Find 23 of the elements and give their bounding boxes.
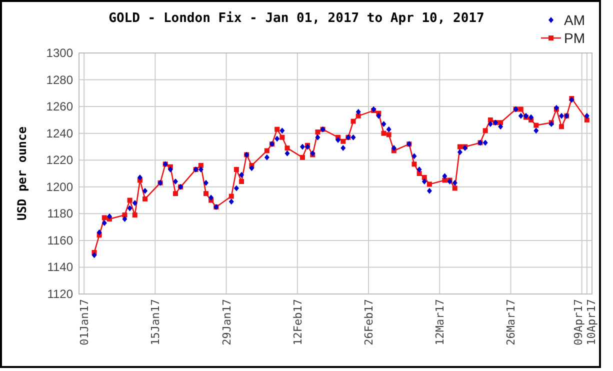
x-tick-label: 10Apr17 [584, 299, 598, 346]
x-tick-label: 12Mar17 [434, 299, 447, 346]
legend-label: AM [564, 12, 585, 28]
y-tick-label: 1160 [47, 233, 74, 248]
legend-label: PM [564, 30, 585, 46]
x-tick-label: 01Jan17 [78, 299, 92, 346]
x-tick-label: 09Apr17 [572, 299, 585, 346]
y-tick-label: 1200 [46, 180, 74, 194]
y-tick-label: 1240 [46, 126, 74, 140]
x-tick-label: 15Jan17 [149, 299, 162, 346]
x-tick-label: 29Jan17 [220, 299, 234, 346]
y-tick-label: 1260 [46, 100, 74, 114]
x-tick-label: 26Mar17 [504, 299, 518, 346]
y-tick-label: 1180 [47, 206, 74, 221]
y-tick-label: 1140 [47, 260, 74, 274]
y-tick-label: 1280 [46, 72, 74, 87]
x-tick-label: 12Feb17 [291, 299, 304, 346]
y-tick-label: 1120 [47, 287, 74, 301]
y-tick-label: 1220 [46, 153, 74, 168]
chart-title: GOLD - London Fix - Jan 01, 2017 to Apr 10, 2017 [108, 11, 484, 26]
y-axis-title: USD per ounce [15, 126, 29, 220]
x-tick-label: 26Feb17 [362, 299, 376, 346]
y-tick-label: 1300 [46, 46, 74, 60]
